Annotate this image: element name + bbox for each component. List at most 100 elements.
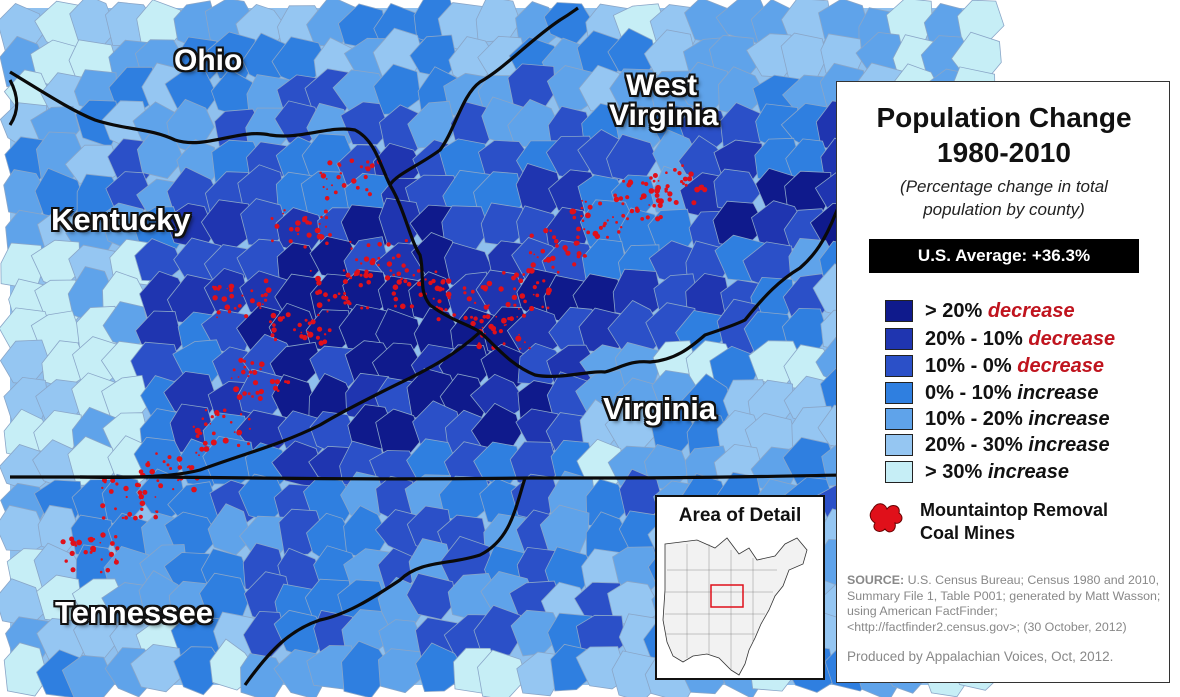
state-borders [8,6,991,686]
mine-marker [691,200,697,206]
mine-marker [612,216,614,219]
mine-marker [664,187,668,192]
mine-marker [518,278,524,284]
source-note: SOURCE: U.S. Census Bureau; Census 1980 … [847,573,1161,635]
mine-marker [322,185,325,189]
mine-marker [365,188,369,192]
mine-marker [238,357,244,363]
county-polygon [477,649,527,697]
mine-marker [549,229,552,232]
county-polygon [3,642,49,697]
legend-class-label: 10% - 20% increase [925,408,1110,430]
mine-marker [142,489,148,495]
mine-marker [318,222,321,226]
mine-marker [522,313,526,318]
mine-marker [509,316,514,322]
legend-range: 10% - 0% [925,355,1012,377]
mine-marker [108,551,114,558]
legend-kind: increase [1028,408,1110,430]
mine-marker [302,216,308,222]
mine-marker [572,262,577,267]
mine-marker [482,314,487,319]
mine-marker [580,214,583,218]
mine-marker [473,316,478,321]
mine-marker [228,283,235,290]
mine-marker [70,540,77,546]
mine-marker [167,455,172,460]
mine-marker [242,359,247,363]
mine-marker [88,536,94,543]
mine-marker [673,200,679,205]
mine-marker [513,287,517,291]
legend-kind: decrease [987,300,1075,322]
mine-marker [686,176,693,182]
mine-marker [541,305,544,309]
mine-marker [366,280,372,285]
legend-subtitle-line2: population by county) [923,200,1085,219]
mine-marker [124,515,128,520]
mine-marker [100,558,103,561]
mine-marker [626,217,629,221]
county-polygon [406,572,457,620]
mine-marker [155,452,158,455]
mine-marker [486,280,493,287]
mine-marker [688,171,694,177]
mine-marker [283,209,286,212]
mine-marker [618,196,624,201]
mine-marker [222,437,229,444]
legend-kind: decrease [1017,355,1105,377]
mine-marker [101,486,104,490]
mine-marker [322,339,328,345]
mine-marker [319,171,323,175]
mine-marker [195,451,198,454]
mine-marker [432,297,435,300]
mine-marker [657,202,663,208]
mine-marker [269,378,275,385]
mine-marker [481,326,484,329]
mine-marker [114,507,117,511]
legend-kind: increase [1028,434,1110,456]
county-polygon [377,648,424,694]
mine-marker [307,331,314,338]
mine-marker [501,317,507,324]
mine-marker [363,256,370,262]
mine-marker [316,302,323,308]
mine-marker [404,239,408,243]
mine-marker [259,367,262,371]
mine-marker [370,258,376,263]
mine-marker [139,500,146,507]
mine-marker [252,380,259,386]
mine-marker [540,248,546,254]
mine-marker [327,298,331,302]
mine-marker [389,269,393,272]
mine-marker [681,164,684,168]
mine-marker [289,227,294,232]
mine-marker [486,314,489,317]
mine-marker [274,379,280,385]
mine-marker [294,226,300,232]
mine-marker [271,239,274,243]
mine-marker [433,280,436,283]
mine-marker [452,313,457,317]
mine-marker [365,306,370,310]
mine-marker [363,174,368,180]
mine-marker [626,182,632,188]
mine-marker [513,272,520,278]
mine-marker [212,295,218,301]
mine-marker [270,333,275,338]
mine-marker [576,254,581,259]
mine-marker [236,394,243,400]
mine-marker [507,317,511,321]
mine-marker [366,243,371,248]
mine-marker [76,539,82,546]
legend-swatch [885,355,913,377]
county-polygon [780,32,827,81]
mine-marker [444,308,448,312]
area-of-detail-inset: Area of Detail [655,495,825,680]
mine-marker [682,176,688,182]
mine-marker [479,319,484,324]
mine-marker [100,532,106,538]
legend-swatch [885,328,913,350]
county-polygon [130,643,184,693]
mine-marker [247,417,251,421]
